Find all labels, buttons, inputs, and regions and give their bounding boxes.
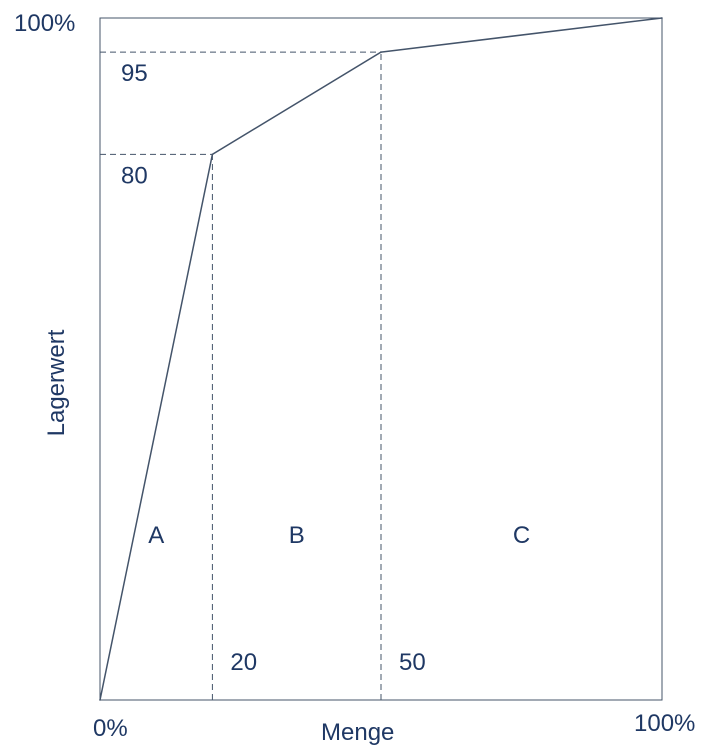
y-mark-label-80: 80 xyxy=(121,162,148,189)
x-right-label: 100% xyxy=(634,710,695,737)
data-point xyxy=(380,51,382,53)
series-line xyxy=(99,17,663,701)
data-point xyxy=(99,699,101,701)
data-point xyxy=(211,153,214,156)
origin-label: 0% xyxy=(93,715,128,742)
x-mark-label-20: 20 xyxy=(230,649,257,676)
data-point xyxy=(661,17,663,19)
x-axis-label: Menge xyxy=(321,719,394,746)
y-axis-label: Lagerwert xyxy=(43,329,70,436)
x-mark-label-50: 50 xyxy=(399,649,426,676)
chart-labels: 100% 0% 100% Menge Lagerwert 20 50 80 95 A B C xyxy=(14,10,695,746)
region-label-A: A xyxy=(148,522,164,549)
y-top-label: 100% xyxy=(14,10,75,37)
cumulative-curve xyxy=(99,17,663,701)
y-mark-label-95: 95 xyxy=(121,60,148,87)
region-label-C: C xyxy=(513,522,530,549)
region-label-B: B xyxy=(289,522,305,549)
guide-lines xyxy=(100,51,382,700)
